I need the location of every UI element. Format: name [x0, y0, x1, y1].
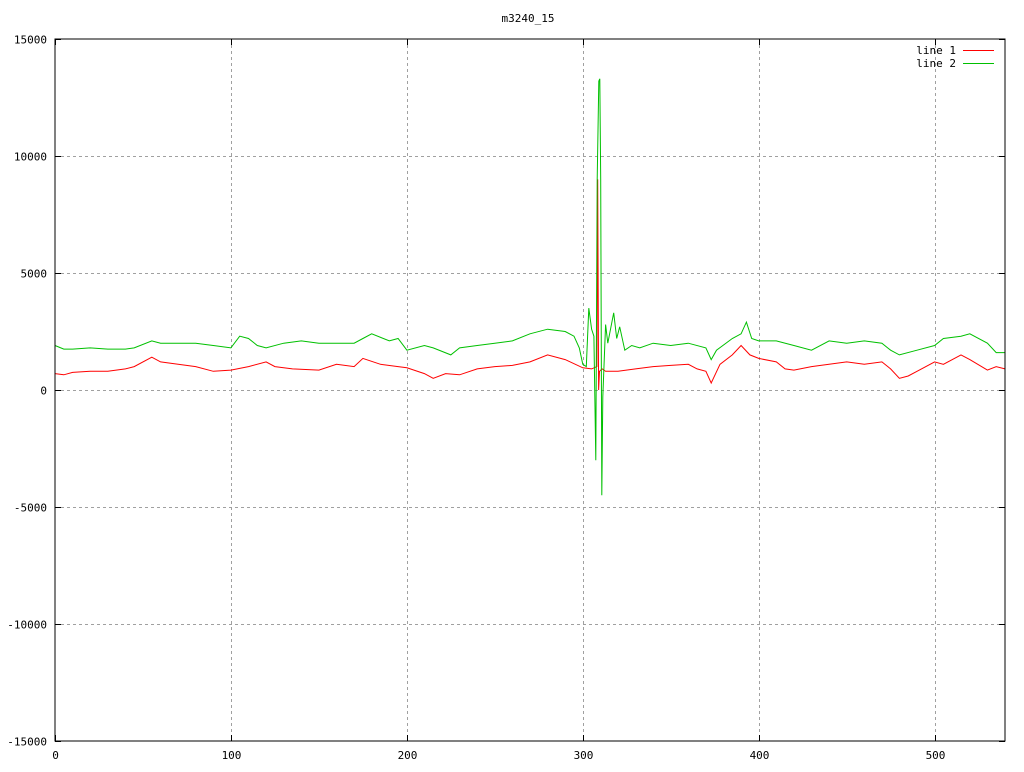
legend-label: line 1 — [916, 44, 956, 57]
grid — [55, 39, 1005, 741]
legend-label: line 2 — [916, 57, 956, 70]
x-tick-label: 500 — [926, 749, 946, 762]
y-tick-label: -10000 — [7, 619, 47, 632]
chart-title: m3240_15 — [502, 12, 555, 25]
series-line-1 — [54, 179, 1006, 391]
y-tick-label: 15000 — [14, 34, 47, 47]
y-tick-label: 5000 — [21, 268, 48, 281]
series-lines — [54, 78, 1006, 496]
x-tick-label: 400 — [750, 749, 770, 762]
y-tick-label: 10000 — [14, 151, 47, 164]
y-tick-label: -15000 — [7, 736, 47, 749]
x-tick-label: 200 — [398, 749, 418, 762]
x-tick-label: 300 — [574, 749, 594, 762]
y-tick-label: 0 — [40, 385, 47, 398]
series-line-2 — [54, 78, 1005, 496]
axis-ticks: 0 100 200 300 400 500 -15000 -10000 -5000 0 5000 10… — [7, 34, 1005, 762]
plot-border — [54, 38, 1006, 742]
y-tick-label: -5000 — [14, 502, 47, 515]
x-tick-label: 0 — [52, 749, 59, 762]
x-tick-label: 100 — [222, 749, 242, 762]
